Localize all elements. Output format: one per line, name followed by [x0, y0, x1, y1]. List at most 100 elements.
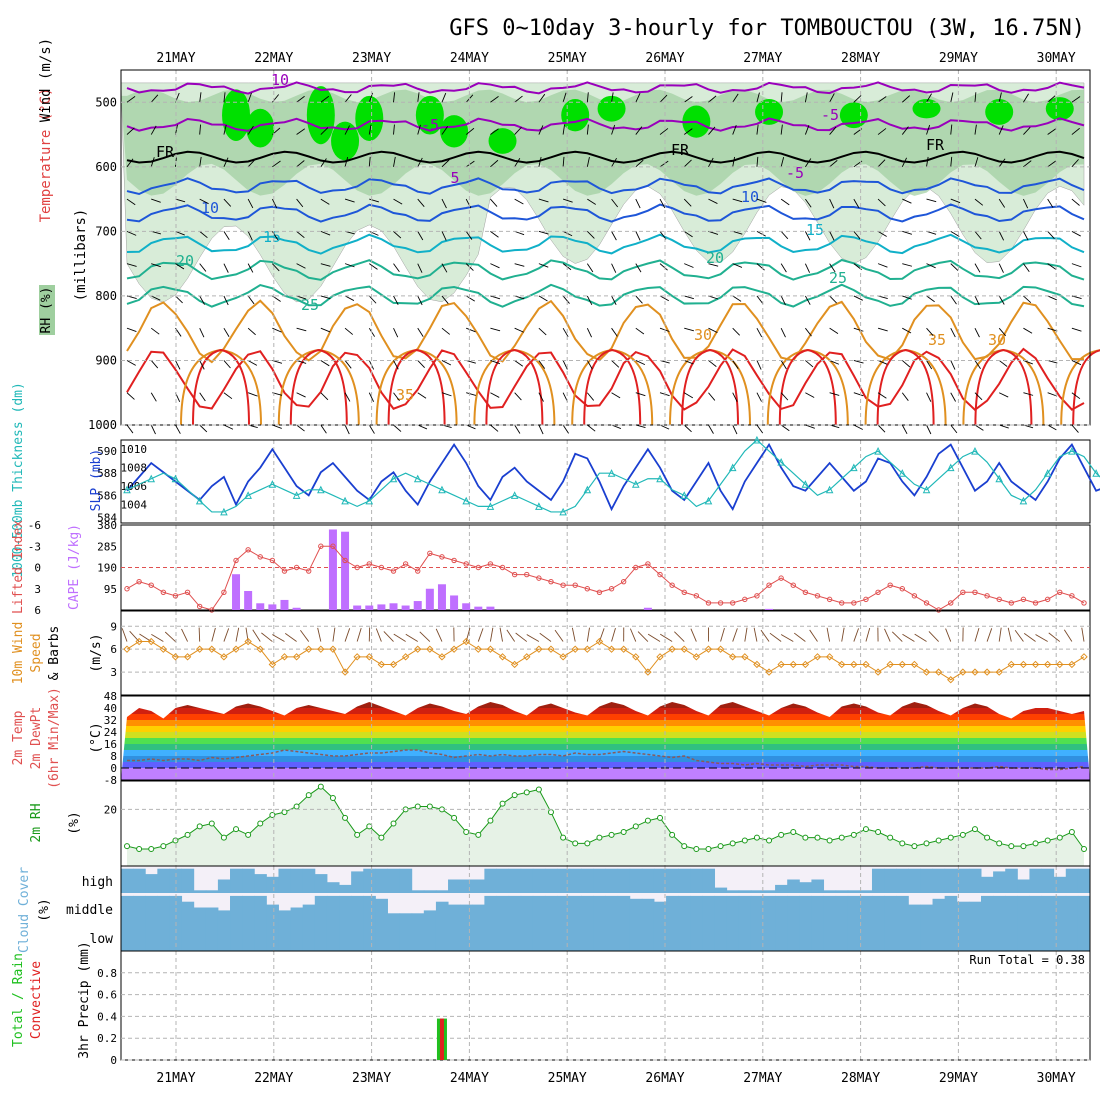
wind-barb-10m	[866, 628, 870, 641]
label-precip-total: Total / Rain	[11, 953, 26, 1047]
wind-barb-10m	[540, 633, 551, 641]
wind-barb-10m	[516, 633, 527, 642]
rh2m-marker	[500, 801, 505, 806]
cloud-bar-low	[1005, 922, 1018, 951]
wind-barb-10m	[376, 629, 381, 642]
cloud-bar-high	[133, 869, 146, 893]
cloud-bar-middle	[751, 896, 764, 922]
panel-frame	[121, 440, 1090, 523]
cape-bar	[462, 603, 470, 610]
cloud-bar-low	[1029, 922, 1042, 951]
slp-tick: 1008	[121, 462, 148, 475]
wind-tick: 6	[110, 643, 117, 656]
label-cape: CAPE (J/kg)	[67, 524, 82, 610]
cape-tick: 380	[97, 519, 117, 532]
wind-barb-10m	[975, 628, 979, 641]
cloud-bar-middle	[242, 896, 255, 922]
cloud-bar-high	[303, 869, 316, 893]
wind-barb-10m	[165, 632, 175, 642]
rh2m-marker	[1021, 844, 1026, 849]
panel-frame	[121, 951, 1090, 1060]
cloud-bar-low	[775, 922, 788, 951]
wind-barb-10m	[436, 629, 442, 642]
wind-barb-10m	[394, 634, 406, 641]
cloud-bar-middle	[860, 896, 873, 922]
cloud-bar-low	[751, 922, 764, 951]
date-label-bottom: 28MAY	[841, 1071, 880, 1086]
cloud-bar-high	[545, 869, 558, 893]
date-label-bottom: 30MAY	[1037, 1071, 1076, 1086]
rh2m-marker	[488, 818, 493, 823]
cloud-bar-high	[920, 869, 933, 893]
cloud-bar-middle	[920, 905, 933, 922]
rh2m-marker	[767, 838, 772, 843]
cloud-bar-middle	[133, 896, 146, 922]
wind-barb-10m	[810, 630, 818, 642]
axis-tick-label: 700	[95, 224, 117, 238]
rh2m-marker	[234, 827, 239, 832]
contour-label: 35	[928, 331, 946, 349]
cloud-layer-label: middle	[66, 903, 113, 918]
cloud-bar-low	[763, 922, 776, 951]
wind-barb-10m	[648, 634, 660, 641]
cloud-bar-low	[400, 922, 413, 951]
cape-tick: 95	[104, 583, 117, 596]
rh2m-marker	[803, 835, 808, 840]
temp-tick: 0	[110, 762, 117, 775]
wind-barb-10m	[507, 630, 515, 642]
lifted-tick: 0	[34, 562, 41, 575]
date-label-bottom: 26MAY	[645, 1071, 684, 1086]
cloud-bar-low	[593, 922, 606, 951]
contour-label: -5	[821, 106, 839, 124]
cloud-bar-high	[145, 874, 158, 893]
wind-barb-10m	[182, 629, 188, 642]
rh2m-marker	[706, 847, 711, 852]
temp-band	[121, 756, 1090, 762]
wind-barb-10m	[827, 628, 830, 642]
rh2m-marker	[754, 835, 759, 840]
rh2m-marker	[960, 832, 965, 837]
cloud-bar-high	[521, 869, 534, 893]
wind-barb-10m	[199, 628, 200, 642]
label-rh: RH (%)	[39, 287, 54, 334]
temp-tick: -8	[104, 774, 117, 787]
cloud-bar-high	[291, 869, 304, 893]
wind-barb-10m	[1036, 635, 1048, 642]
cloud-bar-middle	[715, 896, 728, 922]
cloud-bar-low	[872, 922, 885, 951]
cloud-bar-low	[242, 922, 255, 951]
cape-bar	[329, 529, 337, 610]
cloud-bar-middle	[363, 896, 376, 922]
cloud-bar-low	[630, 922, 643, 951]
wind-barb	[394, 425, 402, 432]
wind-barb-10m	[1049, 633, 1060, 642]
axis-tick-label: 500	[95, 95, 117, 109]
contour-label: FR	[671, 141, 690, 159]
temp-band	[121, 702, 1090, 708]
rh2m-marker	[621, 830, 626, 835]
cloud-bar-low	[460, 922, 473, 951]
cloud-bar-middle	[739, 896, 752, 922]
wind-barb	[272, 425, 281, 428]
cloud-bar-high	[400, 869, 413, 893]
cloud-bar-middle	[872, 896, 885, 922]
cloud-bar-high	[702, 869, 715, 893]
cloud-bar-high	[436, 890, 449, 893]
rh2m-marker	[512, 793, 517, 798]
wind-barb	[151, 425, 155, 434]
cape-bar	[486, 607, 494, 610]
temp-tick: 16	[104, 738, 117, 751]
wind-barb-10m	[929, 631, 939, 641]
cloud-bar-low	[945, 922, 958, 951]
rh2m-marker	[997, 841, 1002, 846]
cloud-bar-middle	[375, 899, 388, 922]
wind-barb-10m	[674, 632, 684, 642]
cloud-bar-high	[618, 869, 631, 893]
cloud-bar-high	[448, 880, 461, 894]
cloud-bar-middle	[799, 896, 812, 922]
wind-barb-10m	[1024, 633, 1035, 641]
cloud-bar-middle	[848, 896, 861, 922]
date-label-top: 24MAY	[450, 51, 489, 66]
cloud-bar-middle	[327, 896, 340, 922]
rh2m-marker	[548, 810, 553, 815]
